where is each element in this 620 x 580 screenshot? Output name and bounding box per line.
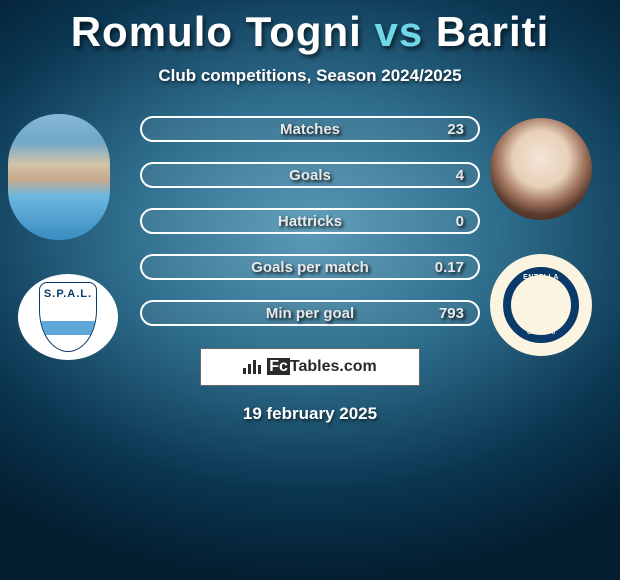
- stat-label: Goals: [289, 167, 331, 184]
- player1-avatar: [8, 114, 110, 240]
- date-label: 19 february 2025: [243, 404, 377, 424]
- stat-value: 23: [447, 121, 464, 138]
- stat-label: Goals per match: [251, 259, 369, 276]
- stat-label: Matches: [280, 121, 340, 138]
- player2-club-badge: ENTELLA CHIAVARI: [490, 254, 592, 356]
- player1-club-badge: S.P.A.L.: [18, 274, 118, 360]
- stat-row-hattricks: Hattricks 0: [140, 208, 480, 234]
- brand-prefix: Fc: [267, 358, 290, 375]
- content-container: Romulo Togni vs Bariti Club competitions…: [0, 0, 620, 580]
- title-vs: vs: [375, 8, 424, 55]
- stat-row-goals: Goals 4: [140, 162, 480, 188]
- stat-label: Min per goal: [266, 305, 354, 322]
- stat-row-goals-per-match: Goals per match 0.17: [140, 254, 480, 280]
- title-player1: Romulo Togni: [71, 8, 362, 55]
- footer-brand-box[interactable]: FcTables.com: [200, 348, 420, 386]
- stat-value: 4: [456, 167, 464, 184]
- page-title: Romulo Togni vs Bariti: [71, 8, 550, 56]
- club-right-sub: CHIAVARI: [506, 330, 576, 336]
- club-left-name: S.P.A.L.: [39, 288, 97, 300]
- title-player2: Bariti: [436, 8, 549, 55]
- stat-bars: Matches 23 Goals 4 Hattricks 0 Goals per…: [140, 116, 480, 326]
- stat-value: 0: [456, 213, 464, 230]
- spal-badge-icon: S.P.A.L.: [39, 282, 97, 352]
- subtitle: Club competitions, Season 2024/2025: [158, 66, 461, 86]
- entella-badge-icon: ENTELLA CHIAVARI: [503, 267, 579, 343]
- stat-row-matches: Matches 23: [140, 116, 480, 142]
- player2-avatar: [490, 118, 592, 220]
- footer-brand: FcTables.com: [267, 358, 377, 376]
- bars-icon: [243, 360, 261, 374]
- stat-value: 0.17: [435, 259, 464, 276]
- stats-area: S.P.A.L. ENTELLA CHIAVARI Matches 23 Goa…: [0, 116, 620, 326]
- stat-label: Hattricks: [278, 213, 342, 230]
- stat-value: 793: [439, 305, 464, 322]
- stat-row-min-per-goal: Min per goal 793: [140, 300, 480, 326]
- brand-suffix: Tables.com: [290, 358, 377, 375]
